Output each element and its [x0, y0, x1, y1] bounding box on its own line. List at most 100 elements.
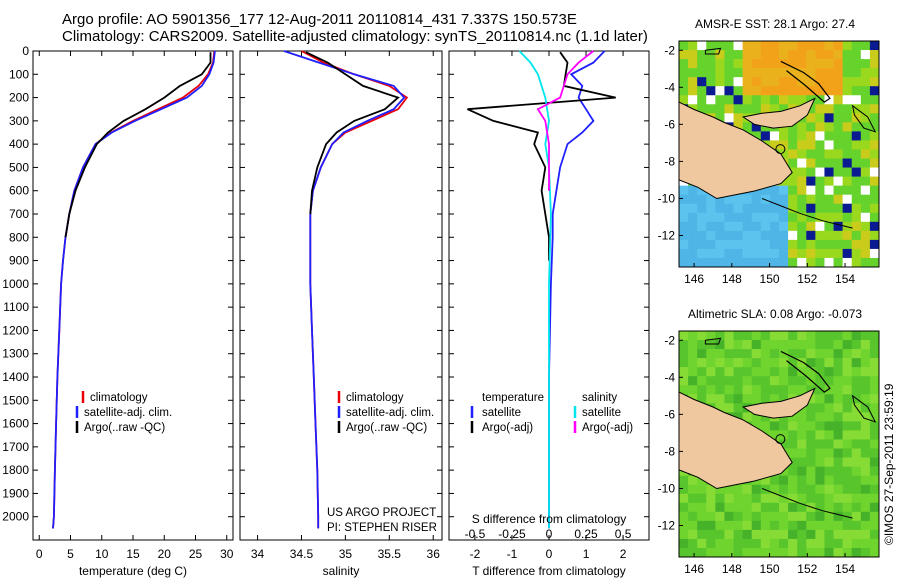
- sst-map-title: AMSR-E SST: 28.1 Argo: 27.4: [695, 17, 855, 31]
- y-tick-label: -2: [664, 43, 675, 57]
- map-cell: [833, 448, 843, 458]
- map-cell: [842, 68, 853, 78]
- copyright-stamp: ©IMOS 27-Sep-2011 23:59:19: [882, 383, 896, 545]
- map-cell: [733, 538, 743, 549]
- map-cell: [706, 367, 716, 377]
- map-cell: [688, 529, 698, 540]
- map-cell: [860, 403, 871, 413]
- map-cell: [751, 529, 762, 540]
- map-cell: [869, 511, 880, 522]
- map-cell: [833, 176, 843, 186]
- map-cell: [842, 547, 853, 558]
- map-cell: [742, 484, 753, 495]
- map-cell: [760, 86, 771, 96]
- map-cell: [769, 511, 780, 522]
- map-cell: [860, 95, 871, 105]
- y-tick-label: -4: [664, 370, 675, 384]
- map-cell: [851, 248, 862, 259]
- map-cell: [724, 340, 734, 350]
- y-tick-label: 400: [9, 137, 29, 151]
- map-cell: [706, 194, 716, 205]
- map-cell: [760, 95, 771, 105]
- map-cell: [779, 212, 789, 223]
- map-cell: [697, 185, 707, 195]
- map-cell: [706, 484, 716, 495]
- map-cell: [806, 349, 816, 359]
- map-cell: [788, 59, 798, 69]
- map-cell: [679, 358, 689, 368]
- legend-t-argo-label: Argo(-adj): [482, 422, 533, 434]
- map-cell: [769, 547, 780, 558]
- map-cell: [751, 122, 762, 132]
- map-cell: [706, 203, 716, 214]
- map-cell: [869, 529, 880, 540]
- map-cell: [715, 221, 725, 232]
- map-cell: [679, 248, 689, 259]
- map-cell: [860, 113, 871, 123]
- map-cell: [851, 50, 862, 60]
- map-cell: [806, 430, 816, 440]
- map-cell: [760, 212, 771, 223]
- map-cell: [751, 520, 762, 531]
- map-cell: [851, 502, 862, 513]
- map-cell: [824, 59, 834, 69]
- x-tick-label: 148: [722, 562, 742, 576]
- map-cell: [724, 511, 734, 522]
- map-cell: [679, 41, 689, 51]
- map-cell: [742, 511, 753, 522]
- map-cell: [815, 385, 825, 395]
- map-cell: [706, 68, 716, 78]
- map-cell: [797, 50, 807, 60]
- map-cell: [733, 221, 743, 232]
- map-cell: [715, 547, 725, 558]
- y-tick-label: 600: [9, 184, 29, 198]
- x-tick-label: 35.5: [378, 547, 402, 561]
- map-cell: [679, 538, 689, 549]
- map-cell: [788, 421, 798, 431]
- map-cell: [779, 367, 789, 377]
- map-cell: [842, 77, 853, 87]
- map-cell: [788, 430, 798, 440]
- map-cell: [715, 331, 725, 341]
- map-cell: [842, 158, 853, 168]
- map-cell: [869, 412, 880, 422]
- map-cell: [815, 547, 825, 558]
- map-cell: [688, 493, 698, 504]
- map-cell: [797, 538, 807, 549]
- map-cell: [797, 158, 807, 168]
- series-line-satellite-adj-clim-: [283, 50, 406, 529]
- map-cell: [697, 203, 707, 214]
- y-tick-label: -10: [658, 481, 676, 495]
- map-cell: [715, 239, 725, 250]
- map-cell: [806, 511, 816, 522]
- map-cell: [779, 529, 789, 540]
- map-cell: [751, 50, 762, 60]
- map-cell: [733, 340, 743, 350]
- map-cell: [742, 95, 753, 105]
- map-cell: [860, 385, 871, 395]
- map-cell: [715, 502, 725, 513]
- y-tick-label: 500: [9, 160, 29, 174]
- map-cell: [760, 385, 771, 395]
- map-cell: [824, 248, 834, 259]
- map-cell: [815, 194, 825, 205]
- map-cell: [824, 158, 834, 168]
- map-cell: [697, 484, 707, 495]
- map-cell: [824, 41, 834, 51]
- map-cell: [742, 77, 753, 87]
- map-cell: [851, 257, 862, 268]
- map-cell: [797, 248, 807, 259]
- map-cell: [688, 59, 698, 69]
- map-cell: [806, 257, 816, 268]
- map-cell: [742, 86, 753, 96]
- map-cell: [760, 475, 771, 485]
- map-cell: [733, 257, 743, 268]
- map-cell: [760, 185, 771, 195]
- map-cell: [833, 221, 843, 232]
- map-cell: [724, 113, 734, 123]
- salinity-plot: 34 34.5 35 35.5 36: [240, 50, 442, 561]
- map-cell: [842, 113, 853, 123]
- map-cell: [715, 340, 725, 350]
- map-cell: [706, 248, 716, 259]
- map-cell: [851, 385, 862, 395]
